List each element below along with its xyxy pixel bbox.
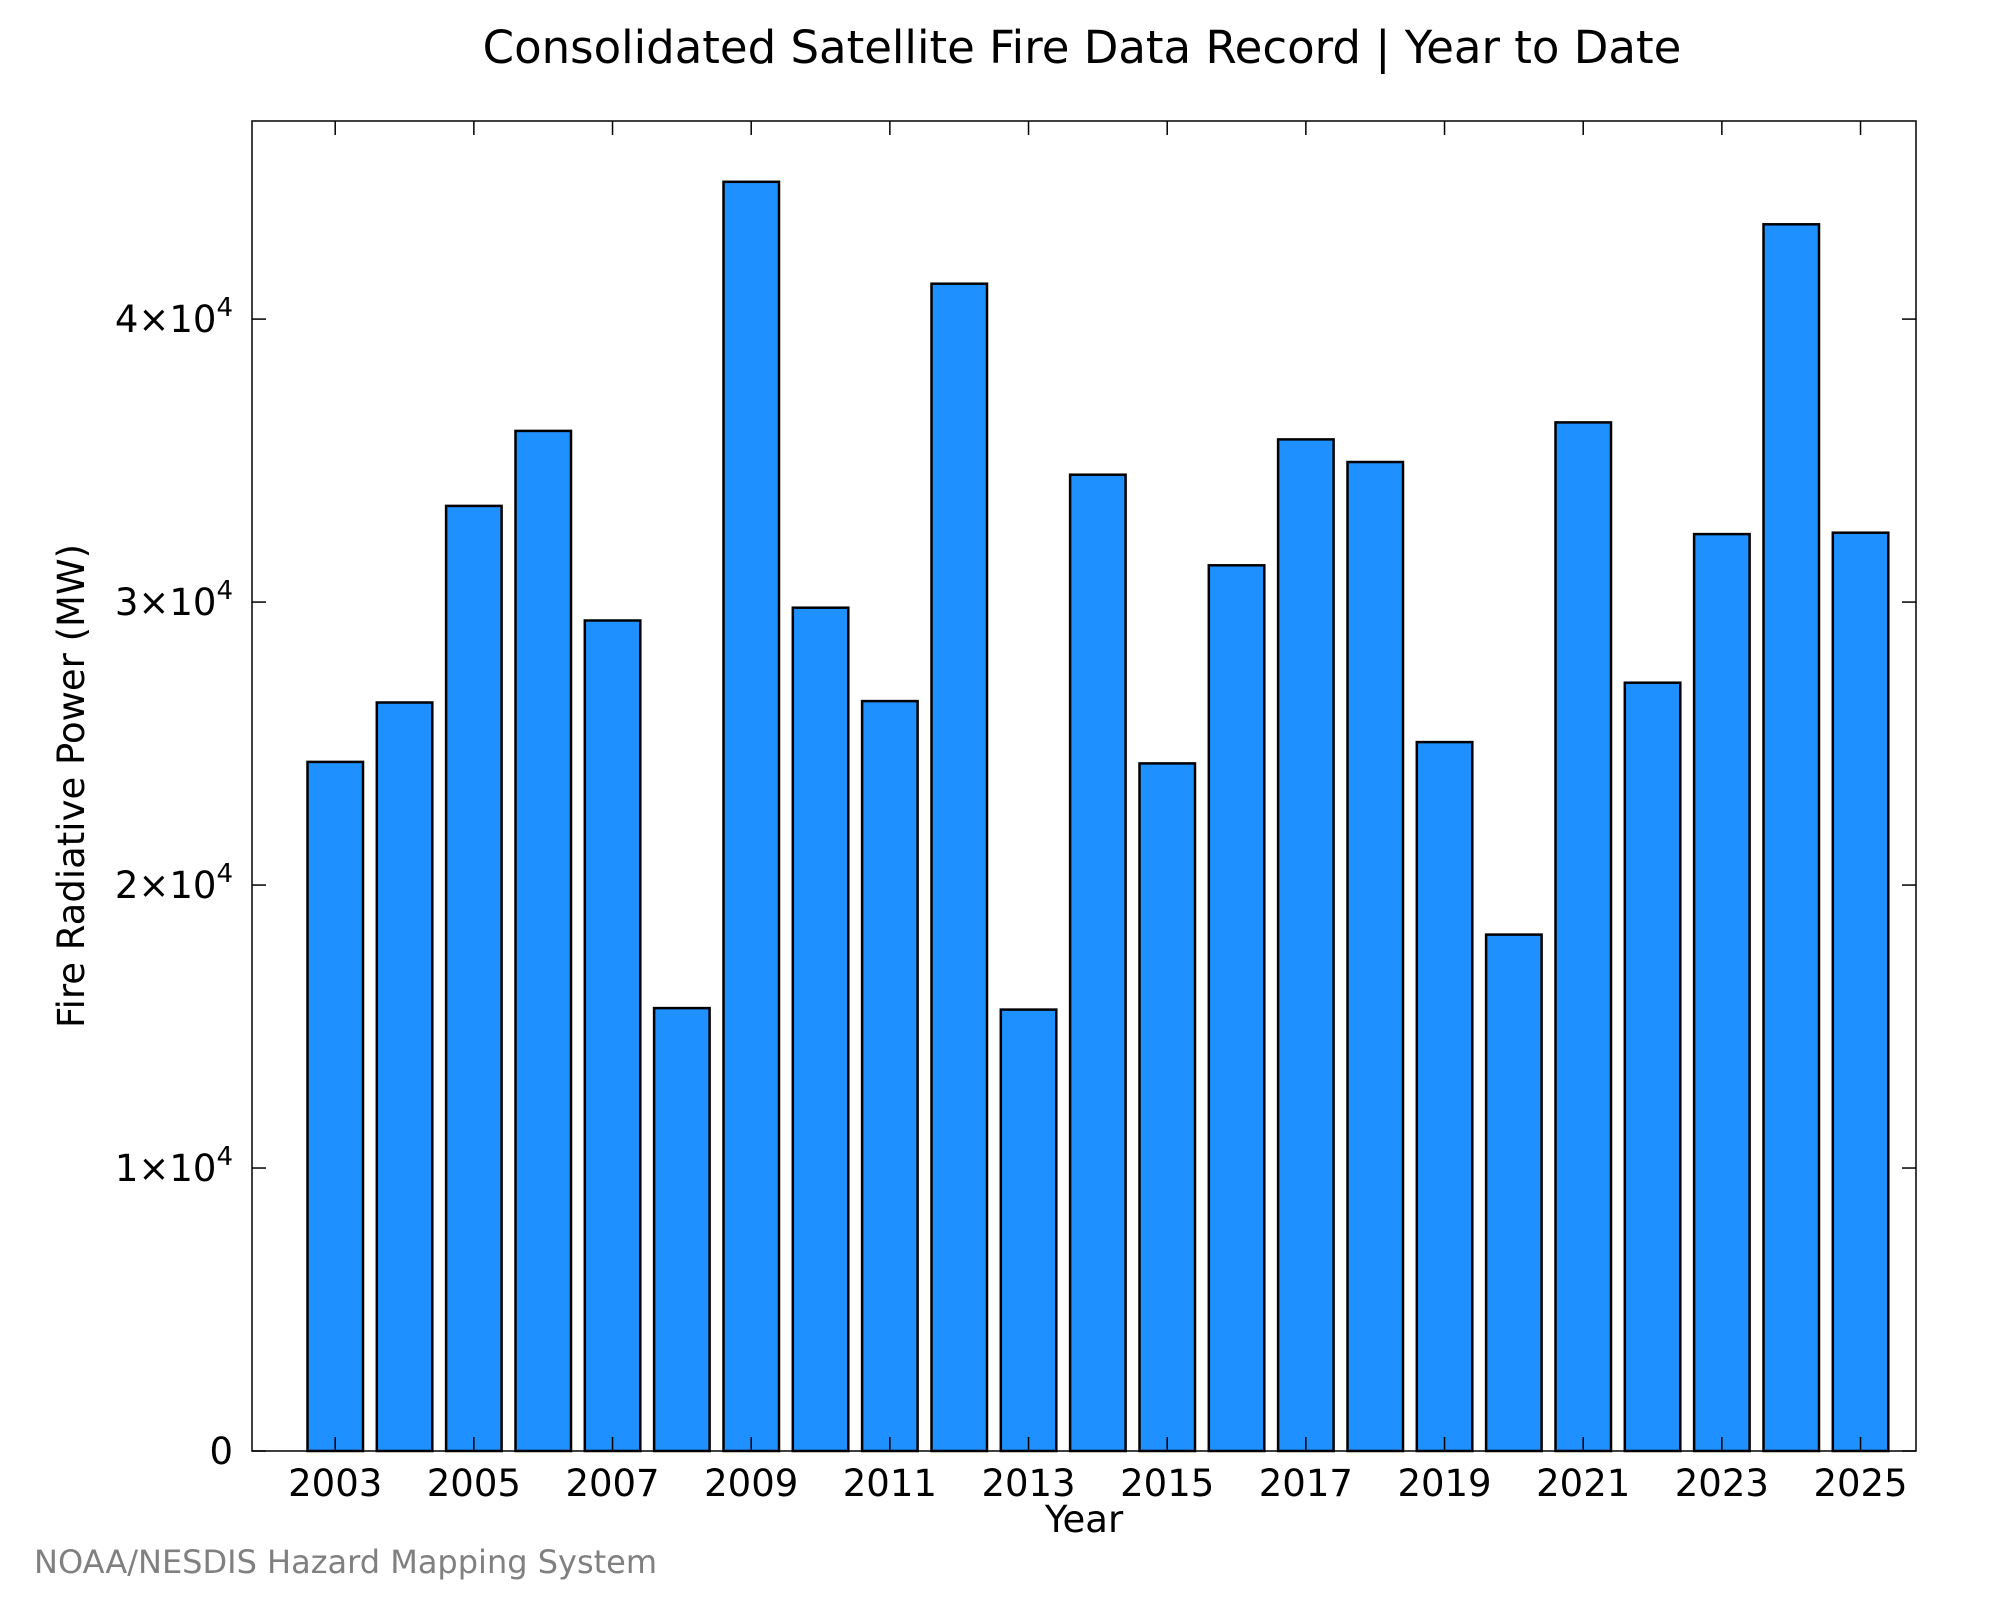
y-tick-label: 2×104 — [115, 859, 233, 907]
bar-2024 — [1762, 223, 1821, 1453]
bar-2003 — [306, 760, 365, 1453]
x-tick-label: 2007 — [565, 1462, 659, 1505]
chart-title: Consolidated Satellite Fire Data Record … — [483, 21, 1682, 74]
bar-2023 — [1692, 532, 1751, 1453]
plot-frame — [251, 120, 1917, 1452]
x-axis-label: Year — [1044, 1498, 1124, 1541]
bar-2013 — [999, 1008, 1058, 1453]
bar-2014 — [1068, 473, 1127, 1453]
y-tick-label: 3×104 — [115, 576, 233, 624]
x-axis: 2003 2005 2007 2009 2011 2013 2015 2017 2019 2021… — [288, 121, 1908, 1505]
bar-2011 — [860, 699, 919, 1453]
x-tick-label: 2021 — [1536, 1462, 1630, 1505]
bar-2007 — [583, 619, 642, 1453]
bar-2016 — [1207, 564, 1266, 1453]
x-tick-label: 2009 — [704, 1462, 798, 1505]
bar-2012 — [930, 282, 989, 1453]
x-tick-label: 2017 — [1259, 1462, 1353, 1505]
x-tick-label: 2023 — [1675, 1462, 1769, 1505]
y-tick-label: 4×104 — [115, 293, 233, 341]
source-credit: NOAA/NESDIS Hazard Mapping System — [34, 1543, 657, 1581]
x-tick-label: 2019 — [1397, 1462, 1491, 1505]
y-tick-label: 1×104 — [115, 1142, 233, 1190]
y-tick-label: 0 — [209, 1430, 233, 1473]
bar-2004 — [375, 701, 434, 1453]
bar-2018 — [1346, 460, 1405, 1453]
bar-2005 — [444, 504, 503, 1453]
x-tick-label: 2015 — [1120, 1462, 1214, 1505]
bar-2021 — [1554, 421, 1613, 1453]
bar-2020 — [1484, 933, 1543, 1453]
bar-2015 — [1138, 762, 1197, 1453]
bar-2008 — [652, 1006, 711, 1453]
bar-2019 — [1415, 740, 1474, 1453]
bar-2010 — [791, 606, 850, 1453]
x-tick-label: 2005 — [427, 1462, 521, 1505]
x-tick-label: 2025 — [1813, 1462, 1907, 1505]
bars-group — [306, 180, 1890, 1453]
y-axis-label: Fire Radiative Power (MW) — [50, 544, 93, 1028]
y-axis: 0 1×104 2×104 3×104 4×104 — [115, 293, 1916, 1473]
bar-2006 — [514, 429, 573, 1453]
bar-2017 — [1276, 438, 1335, 1453]
x-tick-label: 2013 — [981, 1462, 1075, 1505]
x-tick-label: 2003 — [288, 1462, 382, 1505]
x-tick-label: 2011 — [843, 1462, 937, 1505]
bar-2025 — [1831, 531, 1890, 1453]
bar-2009 — [722, 180, 781, 1453]
bar-2022 — [1623, 681, 1682, 1453]
